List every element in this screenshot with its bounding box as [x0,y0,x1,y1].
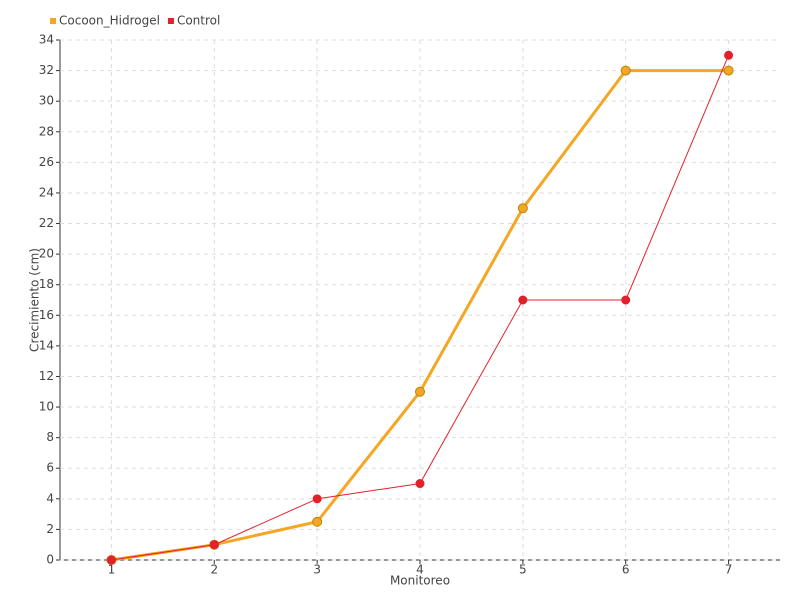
data-point [620,65,631,76]
x-tick-label: 3 [313,563,321,577]
data-point [517,203,528,214]
y-axis-title: Crecimiento (cm) [28,248,42,352]
y-tick-label: 24 [39,185,54,199]
y-tick-label: 28 [39,124,54,138]
y-tick-label: 32 [39,63,54,77]
data-point [312,494,322,504]
x-tick-label: 5 [519,563,527,577]
y-tick-label: 12 [39,369,54,383]
data-point [106,555,116,565]
y-tick-label: 6 [46,461,54,475]
y-tick-label: 2 [46,522,54,536]
data-point [209,540,219,550]
y-tick-label: 14 [39,338,54,352]
x-tick-label: 7 [725,563,733,577]
data-point [312,516,323,527]
data-point [415,386,425,397]
y-tick-label: 8 [46,430,54,444]
y-tick-label: 26 [39,155,54,169]
y-tick-label: 30 [39,94,54,108]
y-tick-label: 20 [39,247,54,261]
legend-label: Cocoon_Hidrogel [59,14,160,28]
data-point [723,65,734,76]
y-tick-label: 34 [39,33,54,47]
legend-label: Control [177,14,220,28]
y-tick-label: 18 [39,277,54,291]
y-tick-label: 0 [46,553,54,567]
y-tick-label: 16 [39,308,54,322]
x-tick-label: 2 [210,563,218,577]
y-tick-label: 10 [39,400,54,414]
x-tick-label: 6 [622,563,630,577]
data-point [518,295,528,305]
y-tick-label: 4 [46,491,54,505]
legend-swatch [50,18,56,24]
y-tick-label: 22 [39,216,54,230]
data-point [415,479,425,489]
x-axis-title: Monitoreo [390,574,450,588]
x-tick-label: 1 [108,563,116,577]
data-point [724,50,734,60]
legend-swatch [167,18,174,24]
x-tick-label: 4 [416,563,424,577]
data-point [621,295,631,305]
